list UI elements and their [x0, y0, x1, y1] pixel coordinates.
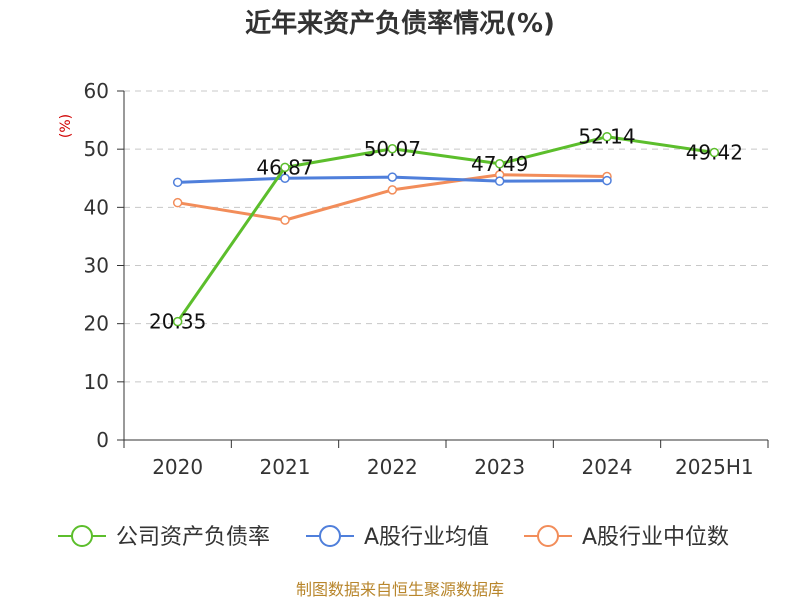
data-point — [280, 215, 290, 225]
legend[interactable]: 公司资产负债率 A股行业均值 A股行业中位数 — [58, 525, 729, 550]
data-label: 50.07 — [364, 137, 421, 161]
legend-marker — [537, 525, 559, 547]
x-tick-label: 2025H1 — [675, 455, 754, 479]
source-note: 制图数据来自恒生聚源数据库 — [296, 580, 504, 599]
x-axis: 2020 2021 2022 2023 2024 2025H1 — [123, 439, 769, 479]
chart-title: 近年来资产负债率情况(%) — [245, 8, 555, 39]
series-line — [176, 135, 715, 323]
y-tick-label: 30 — [84, 254, 109, 278]
y-tick-label: 40 — [84, 195, 109, 219]
y-tick-label: 50 — [84, 137, 109, 161]
data-label: 46.87 — [256, 155, 313, 179]
legend-marker — [319, 525, 341, 547]
data-point — [709, 147, 720, 158]
y-tick-label: 0 — [96, 428, 109, 452]
data-point — [280, 162, 290, 173]
data-labels: 20.35 46.87 50.07 47.49 52.14 49.42 — [149, 125, 743, 334]
x-tick-label: 2021 — [260, 455, 311, 479]
data-label: 20.35 — [149, 310, 206, 334]
data-point — [387, 172, 398, 182]
y-axis: 0 10 20 30 40 50 60 — [84, 79, 125, 452]
data-point — [387, 185, 398, 195]
x-tick-label: 2020 — [152, 455, 203, 479]
data-point — [602, 131, 612, 142]
data-label: 49.42 — [686, 141, 743, 165]
data-point — [494, 159, 505, 169]
y-tick-label: 60 — [84, 79, 109, 103]
legend-label: 公司资产负债率 — [116, 525, 270, 550]
data-point — [280, 173, 290, 183]
legend-marker — [71, 525, 93, 547]
data-point — [172, 316, 183, 327]
x-tick-label: 2022 — [367, 455, 418, 479]
data-point — [387, 144, 398, 154]
legend-label: A股行业中位数 — [582, 525, 729, 550]
y-axis-label: (%) — [58, 114, 74, 138]
y-tick-label: 10 — [84, 370, 109, 394]
data-point — [494, 176, 505, 186]
x-tick-label: 2024 — [582, 455, 633, 479]
y-tick-label: 20 — [84, 312, 109, 336]
data-label: 52.14 — [578, 125, 635, 149]
data-point — [172, 197, 183, 208]
x-tick-label: 2023 — [474, 455, 525, 479]
legend-label: A股行业均值 — [364, 525, 489, 550]
grid — [124, 90, 768, 383]
data-label: 47.49 — [471, 152, 528, 176]
series-lines — [172, 131, 720, 327]
data-point — [172, 177, 183, 188]
data-point — [602, 175, 612, 186]
